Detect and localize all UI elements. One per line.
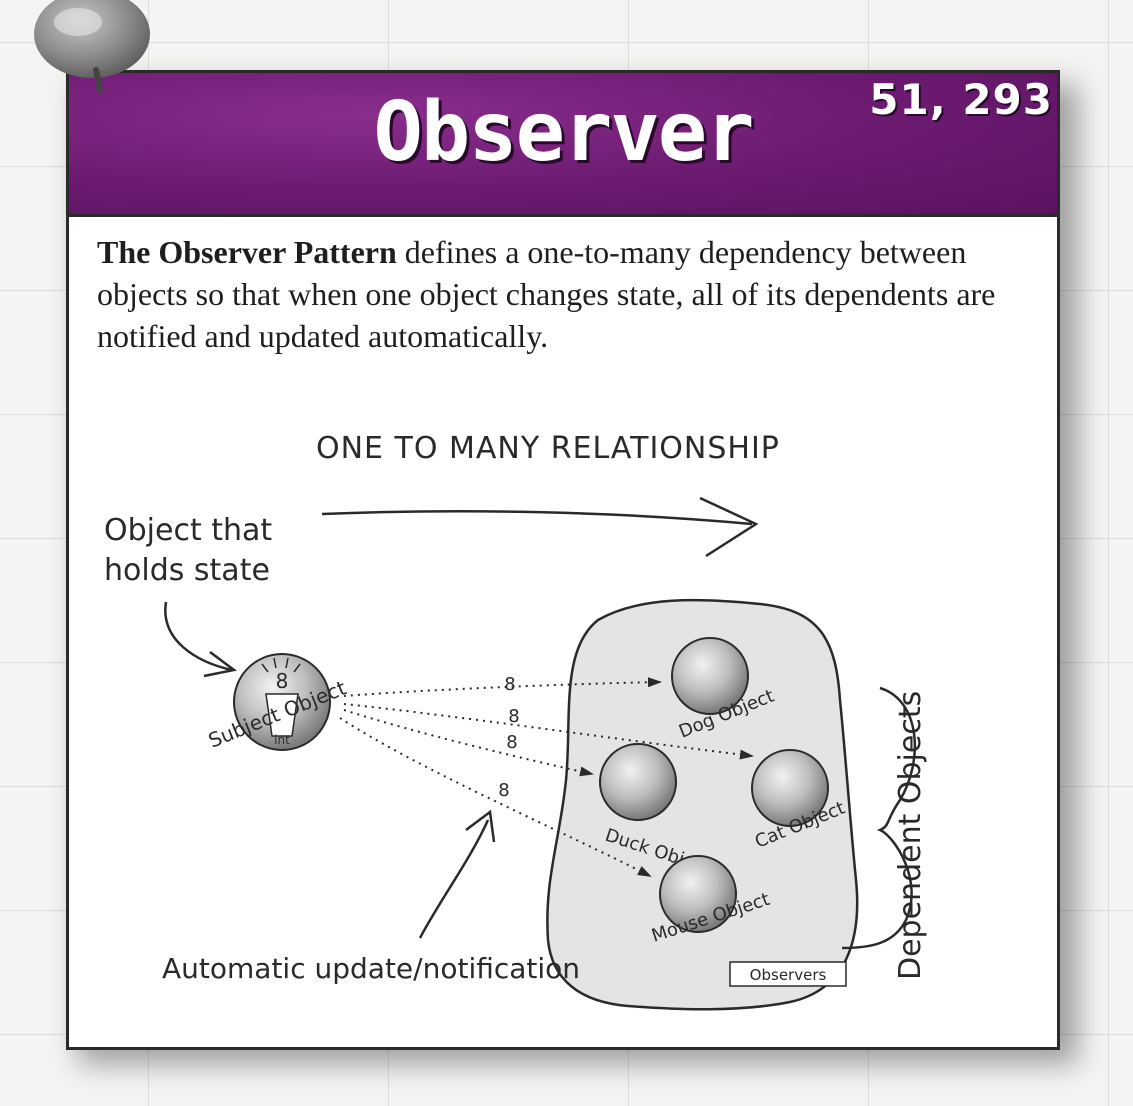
dependents-label: Dependent Objects	[893, 691, 928, 980]
page-title: Observer	[373, 85, 755, 180]
mouse-object	[659, 855, 737, 933]
dependents-brace	[841, 686, 917, 950]
subject-int-label: int	[274, 733, 290, 747]
note-pointer-arrow	[164, 601, 233, 672]
definition-body: defines a one-to-many dependency between…	[97, 234, 996, 354]
notification-pointer-arrowhead	[465, 809, 496, 843]
notification-arrows	[339, 677, 754, 877]
subject-object: 8 int	[233, 653, 331, 751]
title-banner: Observer 51, 293	[69, 73, 1057, 217]
notification-pointer-arrow	[418, 819, 490, 939]
push-pin-icon	[34, 0, 150, 93]
relationship-arrowhead	[699, 496, 759, 558]
relationship-label: ONE TO MANY RELATIONSHIP	[316, 431, 780, 466]
note-pointer-arrowhead	[203, 651, 237, 678]
dependents-area	[546, 598, 859, 1011]
observers-box	[729, 961, 847, 987]
state-value-duck: 8	[506, 732, 517, 753]
state-holder-note-line1: Object that	[104, 513, 272, 548]
page-references: 51, 293	[869, 75, 1053, 124]
definition-lead: The Observer Pattern	[97, 234, 397, 270]
notify-duck-arrow	[343, 709, 594, 777]
state-value-mouse: 8	[498, 780, 509, 801]
state-holder-note-line2: holds state	[104, 553, 270, 588]
notify-cat-arrow	[343, 703, 754, 760]
relationship-arrow	[321, 510, 753, 526]
observers-box-label: Observers	[750, 966, 827, 984]
cat-object	[751, 749, 829, 827]
state-value-dog: 8	[504, 674, 515, 695]
duck-object	[599, 743, 677, 821]
pattern-definition: The Observer Pattern defines a one-to-ma…	[97, 231, 1027, 357]
subject-glow-icon	[261, 657, 301, 673]
pattern-card: Observer 51, 293 The Observer Pattern de…	[66, 70, 1060, 1050]
state-value-cat: 8	[508, 706, 519, 727]
notification-label: Automatic update/notification	[162, 952, 580, 985]
subject-state-value: 8	[276, 669, 289, 693]
dog-object	[671, 637, 749, 715]
